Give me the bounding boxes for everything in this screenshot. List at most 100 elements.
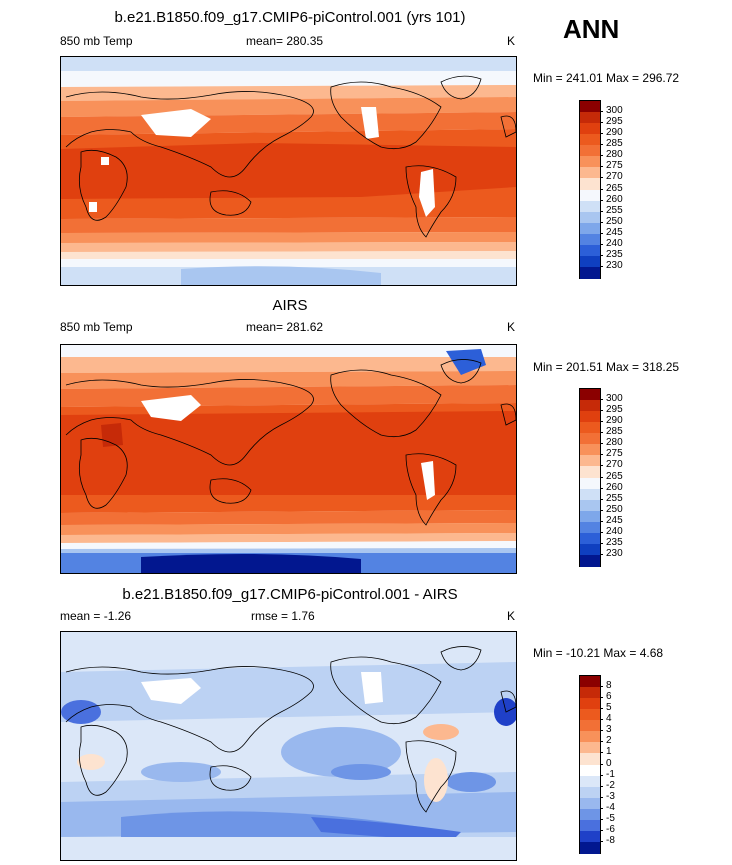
colorbar-tickmark xyxy=(600,155,603,157)
panel2-mean-label: mean= 281.62 xyxy=(246,320,324,334)
colorbar-tick-label: 1 xyxy=(606,746,612,758)
colorbar-tickmark xyxy=(600,443,603,445)
colorbar-tickmark xyxy=(600,410,603,412)
colorbar-tick-label: 3 xyxy=(606,724,612,736)
panel1-units: K xyxy=(507,34,516,48)
colorbar-swatch xyxy=(580,687,600,699)
colorbar-tickmark xyxy=(600,542,603,544)
panel1-mean-label: mean= 280.35 xyxy=(246,34,324,48)
colorbar-tickmark xyxy=(600,210,603,212)
colorbar-tickmark xyxy=(600,487,603,489)
colorbar-swatch xyxy=(580,764,600,777)
colorbar-tickmark xyxy=(600,686,603,688)
colorbar-tick-label: 260 xyxy=(606,193,623,205)
colorbar-tickmark xyxy=(600,807,603,809)
panel1-colorbar xyxy=(579,100,601,279)
colorbar-swatch xyxy=(580,676,600,688)
colorbar-tickmark xyxy=(600,829,603,831)
panel2-left-label: 850 mb Temp xyxy=(60,320,133,334)
colorbar-swatch xyxy=(580,400,600,412)
colorbar-tick-label: 235 xyxy=(606,248,623,260)
colorbar-swatch xyxy=(580,753,600,765)
colorbar-tick-label: 255 xyxy=(606,204,623,216)
colorbar-tick-label: 250 xyxy=(606,503,623,515)
colorbar-tick-label: 245 xyxy=(606,514,623,526)
colorbar-tickmark xyxy=(600,133,603,135)
colorbar-tickmark xyxy=(600,785,603,787)
colorbar-tickmark xyxy=(600,840,603,842)
panel3-units: K xyxy=(507,609,516,623)
colorbar-tickmark xyxy=(600,166,603,168)
colorbar-swatch xyxy=(580,233,600,246)
colorbar-tickmark xyxy=(600,708,603,710)
colorbar-swatch xyxy=(580,101,600,113)
colorbar-swatch xyxy=(580,499,600,512)
colorbar-swatch xyxy=(580,532,600,545)
colorbar-swatch xyxy=(580,134,600,146)
panel1-left-label: 850 mb Temp xyxy=(60,34,133,48)
colorbar-swatch xyxy=(580,830,600,843)
panel2-title: AIRS xyxy=(272,297,308,314)
colorbar-swatch xyxy=(580,841,600,854)
colorbar-tickmark xyxy=(600,509,603,511)
colorbar-swatch xyxy=(580,266,600,279)
colorbar-tick-label: 290 xyxy=(606,415,623,427)
colorbar-tick-label: 250 xyxy=(606,215,623,227)
colorbar-tick-label: 260 xyxy=(606,481,623,493)
colorbar-tick-label: -1 xyxy=(606,768,615,780)
colorbar-tick-label: 230 xyxy=(606,547,623,559)
colorbar-tickmark xyxy=(600,730,603,732)
colorbar-swatch xyxy=(580,112,600,124)
panel3-minmax: Min = -10.21 Max = 4.68 xyxy=(533,646,664,660)
colorbar-tick-label: 285 xyxy=(606,138,623,150)
colorbar-swatch xyxy=(580,698,600,710)
colorbar-tick-label: 2 xyxy=(606,735,612,747)
season-label: ANN xyxy=(563,14,620,44)
colorbar-swatch xyxy=(580,797,600,810)
colorbar-tickmark xyxy=(600,476,603,478)
colorbar-tick-label: 275 xyxy=(606,160,623,172)
colorbar-tickmark xyxy=(600,719,603,721)
colorbar-tickmark xyxy=(600,697,603,699)
colorbar-swatch xyxy=(580,222,600,235)
panel2-map xyxy=(60,344,517,574)
colorbar-swatch xyxy=(580,775,600,788)
colorbar-swatch xyxy=(580,389,600,401)
colorbar-tickmark xyxy=(600,188,603,190)
colorbar-tick-label: 275 xyxy=(606,448,623,460)
colorbar-tick-label: 265 xyxy=(606,182,623,194)
colorbar-tick-label: 240 xyxy=(606,525,623,537)
colorbar-tick-label: 280 xyxy=(606,149,623,161)
colorbar-tickmark xyxy=(600,454,603,456)
colorbar-swatch xyxy=(580,720,600,732)
panel2-colorbar xyxy=(579,388,601,567)
colorbar-swatch xyxy=(580,819,600,832)
colorbar-swatch xyxy=(580,786,600,799)
colorbar-tickmark xyxy=(600,265,603,267)
colorbar-tick-label: 285 xyxy=(606,426,623,438)
colorbar-swatch xyxy=(580,123,600,135)
colorbar-tickmark xyxy=(600,520,603,522)
colorbar-tick-label: 270 xyxy=(606,171,623,183)
colorbar-tick-label: -5 xyxy=(606,812,615,824)
colorbar-swatch xyxy=(580,444,600,456)
colorbar-swatch xyxy=(580,731,600,743)
colorbar-tick-label: 300 xyxy=(606,105,623,117)
colorbar-swatch xyxy=(580,455,600,467)
panel3-colorbar xyxy=(579,675,601,854)
colorbar-tickmark xyxy=(600,243,603,245)
colorbar-tickmark xyxy=(600,122,603,124)
colorbar-swatch xyxy=(580,178,600,190)
colorbar-tick-label: 4 xyxy=(606,713,612,725)
colorbar-tick-label: 8 xyxy=(606,680,612,692)
colorbar-tick-label: -6 xyxy=(606,823,615,835)
colorbar-tick-label: 6 xyxy=(606,691,612,703)
colorbar-swatch xyxy=(580,521,600,534)
colorbar-tick-label: 270 xyxy=(606,459,623,471)
colorbar-tick-label: -4 xyxy=(606,801,615,813)
colorbar-swatch xyxy=(580,742,600,754)
colorbar-tick-label: 280 xyxy=(606,437,623,449)
colorbar-tick-label: 0 xyxy=(606,757,612,769)
colorbar-tick-label: -3 xyxy=(606,790,615,802)
colorbar-swatch xyxy=(580,411,600,423)
